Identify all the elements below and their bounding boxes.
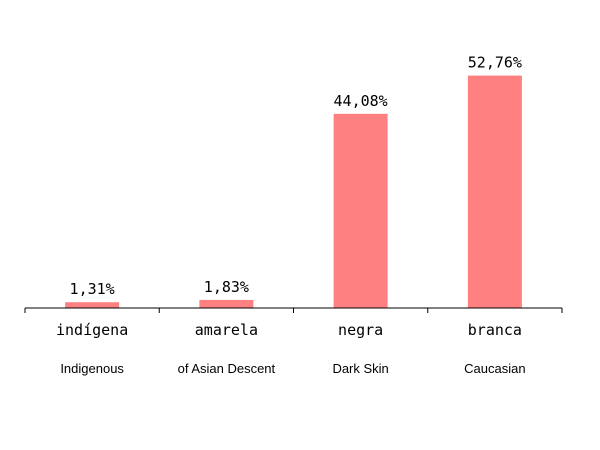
data-label-3: 44,08% bbox=[334, 92, 388, 110]
x-axis-ticks bbox=[24, 308, 563, 313]
category-label-2: amarela bbox=[195, 321, 258, 339]
category-subtitles-group: Indigenous of Asian Descent Dark Skin Cauca… bbox=[60, 361, 525, 376]
value-labels-group: 1,31% 1,83% 44,08% 52,76% bbox=[70, 54, 522, 299]
category-subtitle-3: Dark Skin bbox=[332, 361, 388, 376]
category-label-3: negra bbox=[338, 321, 383, 339]
category-subtitle-1: Indigenous bbox=[60, 361, 124, 376]
category-label-1: indígena bbox=[56, 321, 128, 339]
data-label-4: 52,76% bbox=[468, 54, 522, 72]
category-label-4: branca bbox=[468, 321, 522, 339]
bar-1 bbox=[65, 302, 120, 308]
bar-3 bbox=[333, 113, 388, 308]
category-subtitle-4: Caucasian bbox=[464, 361, 525, 376]
category-labels-group: indígena amarela negra branca bbox=[56, 321, 522, 339]
category-subtitle-2: of Asian Descent bbox=[178, 361, 276, 376]
data-label-2: 1,83% bbox=[204, 278, 249, 296]
bar-2 bbox=[199, 299, 254, 308]
bars-group bbox=[65, 75, 522, 309]
bar-4 bbox=[467, 75, 522, 309]
data-label-1: 1,31% bbox=[70, 280, 115, 298]
